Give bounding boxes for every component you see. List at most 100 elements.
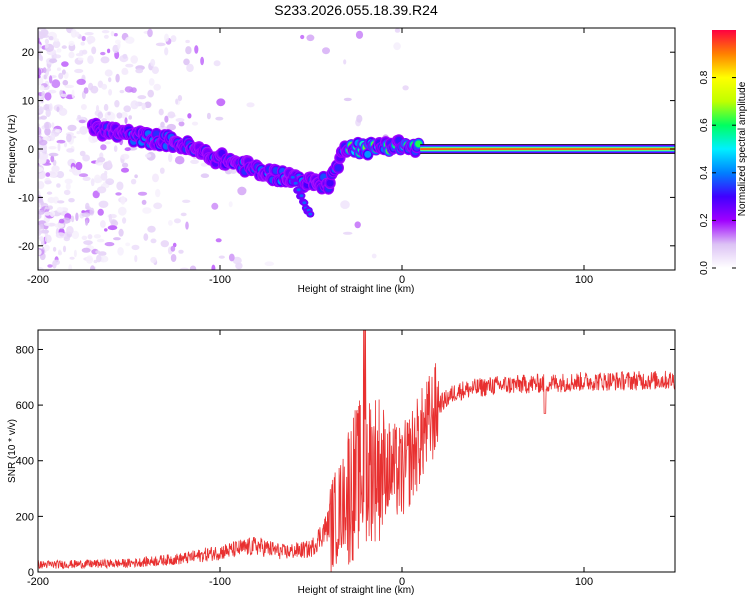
noise-blob bbox=[101, 30, 110, 34]
noise-blob bbox=[119, 89, 125, 94]
snr-ytick-label: 0 bbox=[28, 567, 34, 579]
noise-blob bbox=[215, 238, 222, 243]
ridge-branch-core bbox=[290, 175, 295, 179]
spectrogram-xtick-label: 100 bbox=[575, 274, 593, 286]
noise-blob bbox=[170, 35, 177, 43]
noise-blob bbox=[56, 106, 60, 113]
noise-blob bbox=[44, 38, 50, 45]
noise-blob bbox=[134, 174, 138, 179]
noise-blob bbox=[38, 210, 45, 215]
spectrogram-ytick-label: 20 bbox=[22, 47, 34, 59]
noise-blob bbox=[108, 77, 112, 83]
noise-blob bbox=[38, 143, 48, 153]
noise-blob bbox=[71, 215, 75, 223]
noise-blob bbox=[39, 85, 45, 91]
noise-blob bbox=[80, 104, 87, 110]
noise-blob bbox=[41, 229, 50, 234]
noise-blob bbox=[103, 103, 109, 112]
noise-blob bbox=[121, 167, 129, 173]
noise-blob bbox=[38, 37, 41, 44]
noise-blob bbox=[57, 200, 65, 204]
noise-blob bbox=[108, 89, 113, 96]
noise-blob bbox=[114, 39, 121, 45]
noise-blob bbox=[110, 220, 119, 227]
noise-blob bbox=[152, 173, 159, 183]
noise-blob bbox=[153, 202, 163, 210]
noise-blob bbox=[81, 35, 86, 42]
noise-blob bbox=[121, 67, 129, 75]
noise-blob bbox=[104, 69, 113, 77]
noise-blob bbox=[57, 251, 63, 256]
noise-blob bbox=[83, 87, 89, 94]
noise-blob bbox=[178, 121, 185, 127]
noise-blob bbox=[45, 108, 51, 118]
noise-blob bbox=[97, 157, 106, 163]
noise-blob bbox=[58, 107, 68, 116]
noise-blob bbox=[58, 72, 64, 80]
noise-blob bbox=[38, 232, 41, 236]
noise-blob bbox=[228, 253, 235, 262]
noise-blob bbox=[79, 150, 86, 157]
noise-blob bbox=[100, 144, 107, 151]
noise-blob bbox=[38, 181, 45, 190]
noise-blob bbox=[394, 28, 401, 33]
noise-blob bbox=[55, 232, 66, 239]
noise-blob bbox=[100, 173, 108, 181]
noise-blob bbox=[85, 206, 91, 210]
noise-blob bbox=[130, 178, 137, 185]
noise-blob bbox=[48, 146, 57, 150]
noise-blob bbox=[44, 127, 51, 136]
noise-blob bbox=[237, 186, 247, 196]
noise-blob bbox=[159, 167, 165, 174]
noise-blob bbox=[160, 121, 165, 128]
noise-blob bbox=[166, 123, 176, 131]
noise-blob bbox=[206, 112, 211, 120]
noise-blob bbox=[343, 59, 347, 65]
noise-blob bbox=[54, 223, 65, 229]
noise-blob bbox=[49, 210, 56, 217]
noise-blob bbox=[101, 83, 108, 90]
noise-blob bbox=[180, 212, 187, 217]
noise-blob bbox=[38, 75, 41, 79]
noise-blob bbox=[131, 244, 140, 251]
ridge-branch-core bbox=[293, 181, 298, 185]
noise-blob bbox=[142, 207, 152, 214]
noise-blob bbox=[81, 212, 91, 217]
carrier-band bbox=[420, 148, 675, 150]
noise-blob bbox=[123, 105, 131, 113]
noise-blob bbox=[100, 56, 110, 64]
snr-xtick-label: -200 bbox=[27, 576, 49, 588]
noise-blob bbox=[200, 162, 209, 167]
noise-blob bbox=[56, 183, 61, 188]
noise-blob bbox=[38, 150, 41, 160]
noise-blob bbox=[48, 75, 53, 84]
noise-blob bbox=[160, 240, 169, 248]
noise-blob bbox=[42, 67, 47, 74]
noise-blob bbox=[50, 155, 55, 163]
noise-blob bbox=[95, 250, 101, 254]
noise-blob bbox=[74, 68, 84, 74]
noise-blob bbox=[87, 234, 93, 240]
noise-blob bbox=[170, 254, 177, 262]
noise-blob bbox=[116, 181, 124, 191]
snr-xtick-label: -100 bbox=[209, 576, 231, 588]
noise-blob bbox=[100, 220, 106, 228]
noise-blob bbox=[63, 189, 71, 196]
noise-blob bbox=[115, 192, 122, 196]
noise-blob bbox=[56, 139, 66, 144]
noise-blob bbox=[168, 153, 173, 163]
noise-blob bbox=[53, 54, 62, 59]
noise-blob bbox=[90, 178, 95, 187]
noise-blob bbox=[44, 92, 52, 101]
noise-blob bbox=[71, 89, 75, 99]
noise-blob bbox=[113, 145, 118, 153]
noise-blob bbox=[56, 206, 64, 213]
noise-blob bbox=[82, 176, 91, 181]
snr-xtick-label: 0 bbox=[399, 576, 405, 588]
noise-blob bbox=[134, 255, 138, 263]
noise-blob bbox=[168, 220, 173, 226]
noise-blob bbox=[185, 39, 190, 44]
noise-blob bbox=[151, 66, 159, 74]
noise-blob bbox=[143, 233, 149, 241]
